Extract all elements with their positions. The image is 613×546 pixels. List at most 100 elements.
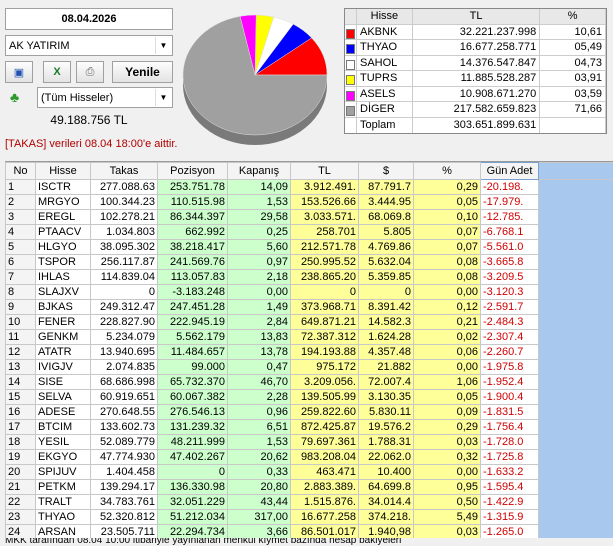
cell: -2.260.7 — [480, 344, 539, 360]
status-text: MKK tarafından 08.04 10:00 itibariyle ya… — [5, 538, 402, 546]
data-row: 22 TRALT 34.783.761 32.051.229 43,44 1.515.87… — [5, 494, 613, 510]
broker-dropdown[interactable]: AK YATIRIM ▼ — [5, 35, 173, 56]
holdings-grid: No Hisse Takas Pozisyon Kapanış TL $% Gün Adet 1… — [5, 161, 613, 538]
cell: 1.940,98 — [358, 524, 414, 538]
column-header: % — [540, 9, 607, 24]
column-header: $ — [358, 162, 414, 180]
data-row: 19 EKGYO 47.774.930 47.402.267 20,62 983.208.… — [5, 449, 613, 465]
data-row: 6 TSPOR 256.117.87 241.569.76 0,97 250.995.52… — [5, 254, 613, 270]
cell: 3.209.056. — [290, 374, 359, 390]
filler-cell — [538, 224, 613, 240]
column-header: No — [5, 162, 36, 180]
legend-pct: 04,73 — [540, 55, 606, 70]
holdings-table: No Hisse Takas Pozisyon Kapanış TL $% Gün Adet 1… — [5, 162, 613, 538]
cell: 24 — [5, 524, 36, 538]
cell: 0,47 — [227, 359, 291, 375]
cell: 0,05 — [413, 194, 481, 210]
data-row: 20 SPIJUV 1.404.458 0 0,33 463.471 10.400 0,00-… — [5, 464, 613, 480]
column-header: Hisse — [35, 162, 91, 180]
cell: -2.307.4 — [480, 329, 539, 345]
cell: -1.831.5 — [480, 404, 539, 420]
cell: 270.648.55 — [90, 404, 158, 420]
cell: 0,00 — [413, 464, 481, 480]
column-header: % — [413, 162, 481, 180]
cell: 1.515.876. — [290, 494, 359, 510]
column-header: Takas — [90, 162, 158, 180]
cell: -1.315.9 — [480, 509, 539, 525]
cell: 253.751.78 — [157, 179, 228, 195]
cell: 2,84 — [227, 314, 291, 330]
dropdown-arrow: ▼ — [155, 37, 171, 54]
cell: 1.624.28 — [358, 329, 414, 345]
cell: 194.193.88 — [290, 344, 359, 360]
cell: -12.785. — [480, 209, 539, 225]
filler-cell — [538, 404, 613, 420]
cell: 259.822.60 — [290, 404, 359, 420]
cell: PTAACV — [35, 224, 91, 240]
cell: -1.265.0 — [480, 524, 539, 538]
print-button[interactable]: ⎙ — [76, 61, 104, 83]
cell: 317,00 — [227, 509, 291, 525]
data-row: 24 ARSAN 23.505.711 22.294.734 3,66 86.501.01… — [5, 524, 613, 538]
cell: 463.471 — [290, 464, 359, 480]
data-row: 13 IVIGJV 2.074.835 99.000 0,47 975.172 21.882… — [5, 359, 613, 375]
cell: 0,08 — [413, 269, 481, 285]
cell: 20,62 — [227, 449, 291, 465]
legend-swatch — [346, 44, 355, 54]
cell: 1 — [5, 179, 36, 195]
cell: 29,58 — [227, 209, 291, 225]
save-button[interactable]: ▣ — [5, 61, 33, 83]
cell: 2,18 — [227, 269, 291, 285]
pie-legend: Hisse TL% AKBNK 32.221.237.998 10,61 THYAO 16.… — [344, 8, 607, 134]
cell: 2.074.835 — [90, 359, 158, 375]
excel-button[interactable]: X — [43, 61, 71, 83]
cell: 20,80 — [227, 479, 291, 495]
filter-dropdown[interactable]: (Tüm Hisseler) ▼ — [37, 87, 173, 108]
cell: 34.014.4 — [358, 494, 414, 510]
legend-row: AKBNK 32.221.237.998 10,61 — [345, 24, 606, 40]
cell: 662.992 — [157, 224, 228, 240]
cell: -1.633.2 — [480, 464, 539, 480]
refresh-button[interactable]: Yenile — [112, 61, 173, 83]
cell: TRALT — [35, 494, 91, 510]
cell: 13,78 — [227, 344, 291, 360]
cell: 0,50 — [413, 494, 481, 510]
cell: 23 — [5, 509, 36, 525]
legend-row: SAHOL 14.376.547.847 04,73 — [345, 55, 606, 71]
cell: 5,49 — [413, 509, 481, 525]
cell: 68.069.8 — [358, 209, 414, 225]
cell: FENER — [35, 314, 91, 330]
cell: GENKM — [35, 329, 91, 345]
legend-tl: 10.908.671.270 — [413, 86, 541, 101]
cell: 34.783.761 — [90, 494, 158, 510]
cell: ISCTR — [35, 179, 91, 195]
cell: 38.095.302 — [90, 239, 158, 255]
cell: 60.067.382 — [157, 389, 228, 405]
cell: 47.774.930 — [90, 449, 158, 465]
cell: 19.576.2 — [358, 419, 414, 435]
cell: -1.422.9 — [480, 494, 539, 510]
legend-total-pct — [540, 117, 607, 133]
filler-header — [538, 162, 613, 180]
cell: EKGYO — [35, 449, 91, 465]
cell: 60.919.651 — [90, 389, 158, 405]
cell: 249.312.47 — [90, 299, 158, 315]
legend-total-row: Toplam 303.651.899.631 — [345, 117, 607, 133]
group-icon[interactable]: ♣ — [10, 89, 20, 105]
legend-swatch — [346, 59, 355, 70]
cell: 133.602.73 — [90, 419, 158, 435]
cell: 5.830.11 — [358, 404, 414, 420]
cell: 0,03 — [413, 524, 481, 538]
legend-pct: 03,59 — [540, 86, 606, 101]
cell: 38.218.417 — [157, 239, 228, 255]
filler-cell — [538, 209, 613, 225]
cell: SLAJXV — [35, 284, 91, 300]
data-row: 11 GENKM 5.234.079 5.562.179 13,83 72.387.312… — [5, 329, 613, 345]
cell: 1,53 — [227, 194, 291, 210]
cell: 22.294.734 — [157, 524, 228, 538]
legend-swatch — [346, 106, 355, 116]
cell: 222.945.19 — [157, 314, 228, 330]
data-row: 17 BTCIM 133.602.73 131.239.32 6,51 872.425.8… — [5, 419, 613, 435]
cell: 17 — [5, 419, 36, 435]
cell: 18 — [5, 434, 36, 450]
